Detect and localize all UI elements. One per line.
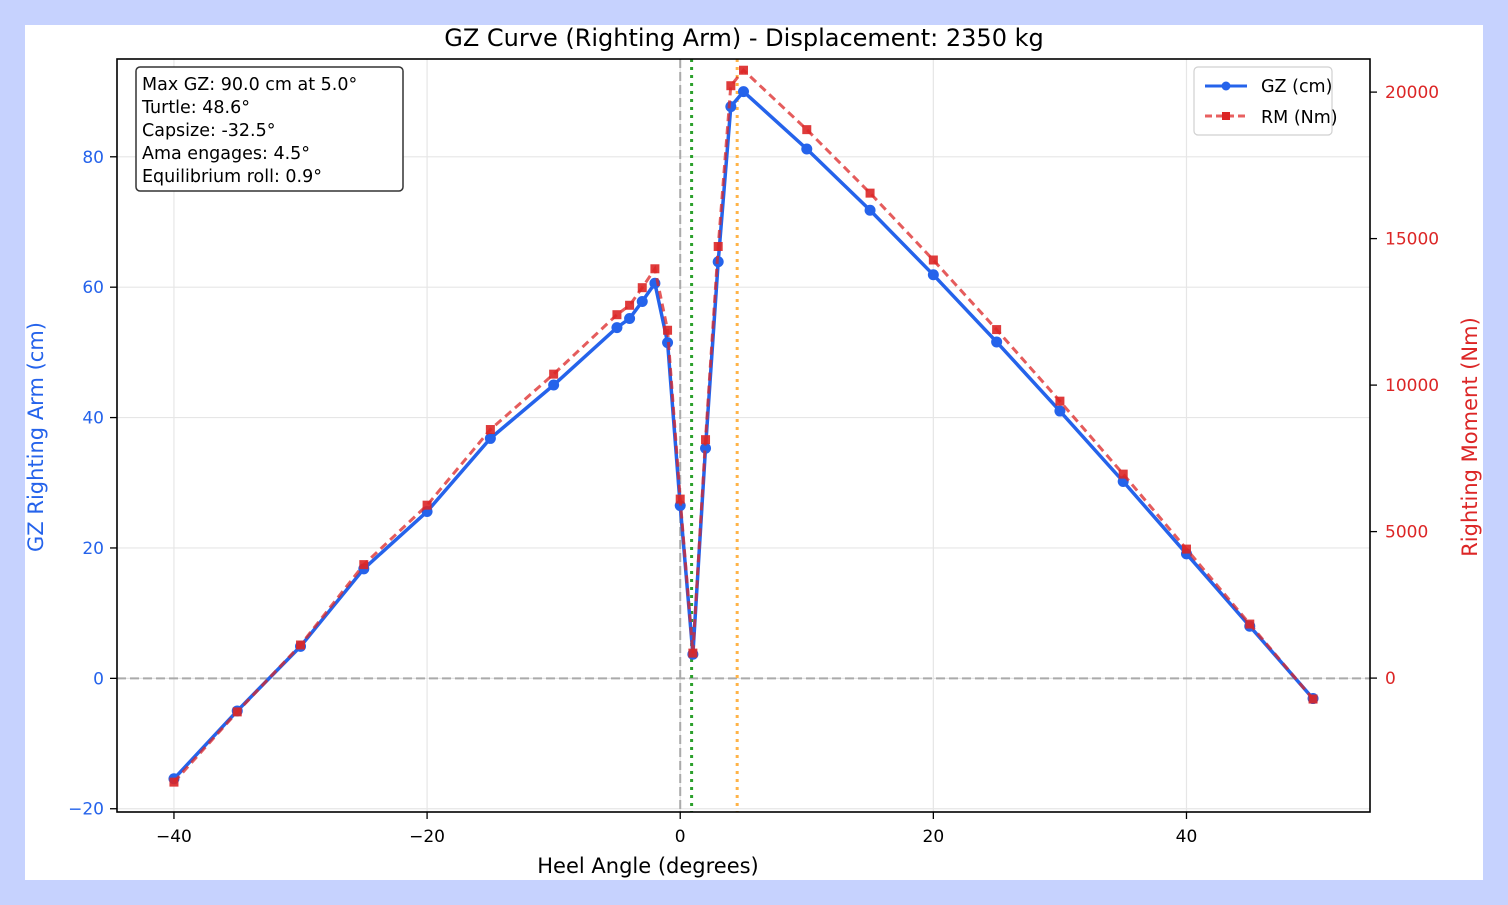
rm-data-point bbox=[359, 560, 369, 570]
rm-data-point bbox=[928, 255, 938, 265]
gz-data-point bbox=[700, 442, 712, 454]
y-right-tick-label: 15000 bbox=[1385, 230, 1439, 250]
rm-data-point bbox=[865, 188, 875, 198]
legend-item-rm: RM (Nm) bbox=[1205, 108, 1338, 128]
turtle-text: Turtle: 48.6° bbox=[141, 98, 250, 118]
capsize-text: Capsize: -32.5° bbox=[142, 121, 275, 141]
gz-data-point bbox=[1054, 405, 1066, 417]
gz-data-point bbox=[624, 312, 636, 324]
rm-data-point bbox=[701, 435, 711, 445]
rm-data-point bbox=[650, 264, 660, 274]
legend-item-gz: GZ (cm) bbox=[1205, 77, 1332, 97]
rm-data-point bbox=[1181, 544, 1191, 554]
gz-data-point bbox=[927, 269, 939, 281]
rm-data-point bbox=[549, 369, 559, 379]
rm-data-point bbox=[992, 325, 1002, 335]
y-tick-label: 20 bbox=[82, 539, 104, 559]
gz-data-point bbox=[636, 296, 648, 308]
rm-data-point bbox=[1118, 469, 1128, 479]
x-axis-title: Heel Angle (degrees) bbox=[537, 854, 759, 878]
stats-annotation-box: Max GZ: 90.0 cm at 5.0° Turtle: 48.6° Ca… bbox=[135, 66, 404, 192]
plot-frame bbox=[116, 58, 1371, 813]
gz-data-point bbox=[484, 432, 496, 444]
y-axis-right-title: Righting Moment (Nm) bbox=[1458, 317, 1482, 557]
y-right-tick-label: 20000 bbox=[1385, 83, 1439, 103]
x-tick-label: 40 bbox=[1176, 827, 1198, 847]
rm-data-point bbox=[1245, 619, 1255, 629]
y-tick-label: 0 bbox=[93, 669, 104, 689]
y-right-tick-label: 0 bbox=[1385, 669, 1396, 689]
rm-data-point bbox=[625, 300, 635, 310]
rm-data-point bbox=[675, 494, 685, 504]
gz-data-point bbox=[611, 322, 623, 334]
data-series bbox=[168, 65, 1319, 787]
gz-data-point bbox=[548, 379, 560, 391]
chart-canvas: GZ Curve (Righting Arm) - Displacement: … bbox=[25, 25, 1483, 880]
legend-label-gz: GZ (cm) bbox=[1261, 77, 1332, 97]
y-tick-label: 40 bbox=[82, 409, 104, 429]
y-tick-label: 60 bbox=[82, 278, 104, 298]
rm-square-marker-icon bbox=[1222, 112, 1230, 120]
y-axis-right-ticks: 0 5000 10000 15000 20000 bbox=[1370, 83, 1439, 689]
rm-data-point bbox=[802, 125, 812, 135]
rm-data-point bbox=[612, 310, 622, 320]
rm-data-point bbox=[688, 648, 698, 658]
gz-line bbox=[172, 89, 1315, 780]
y-axis-left-ticks: −20 0 20 40 60 80 bbox=[68, 148, 117, 820]
rm-data-point bbox=[637, 283, 647, 293]
rm-data-point bbox=[713, 241, 723, 251]
gz-data-point bbox=[991, 336, 1003, 348]
gz-data-point bbox=[738, 86, 749, 98]
y-tick-label: −20 bbox=[68, 800, 104, 820]
x-tick-label: −20 bbox=[409, 827, 445, 847]
rm-data-point bbox=[232, 707, 242, 717]
reference-lines bbox=[117, 59, 1370, 812]
ama-engages-text: Ama engages: 4.5° bbox=[142, 144, 310, 164]
legend: GZ (cm) RM (Nm) bbox=[1193, 66, 1338, 136]
y-right-tick-label: 10000 bbox=[1385, 376, 1439, 396]
x-tick-label: 0 bbox=[675, 827, 686, 847]
gz-data-point bbox=[801, 143, 813, 155]
chart-title: GZ Curve (Righting Arm) - Displacement: … bbox=[444, 25, 1043, 52]
rm-data-point bbox=[485, 425, 495, 435]
gz-curve-chart: GZ Curve (Righting Arm) - Displacement: … bbox=[25, 25, 1482, 878]
rm-data-point bbox=[422, 500, 432, 510]
legend-label-rm: RM (Nm) bbox=[1261, 108, 1338, 128]
x-axis-ticks: −40 −20 0 20 40 bbox=[156, 812, 1197, 847]
rm-data-point bbox=[296, 640, 306, 650]
rm-data-point bbox=[1055, 396, 1065, 406]
y-tick-label: 80 bbox=[82, 148, 104, 168]
rm-data-point bbox=[739, 65, 748, 75]
stats-box-border bbox=[135, 66, 404, 192]
x-tick-label: −40 bbox=[156, 827, 192, 847]
rm-data-point bbox=[726, 81, 736, 91]
y-axis-left-title: GZ Righting Arm (cm) bbox=[25, 322, 48, 552]
rm-data-point bbox=[1308, 694, 1318, 704]
rm-data-point bbox=[169, 777, 179, 787]
gz-data-point bbox=[864, 204, 876, 216]
gz-circle-marker-icon bbox=[1221, 81, 1231, 91]
y-right-tick-label: 5000 bbox=[1385, 523, 1428, 543]
rm-data-point bbox=[663, 325, 673, 335]
equilibrium-roll-text: Equilibrium roll: 0.9° bbox=[142, 167, 322, 187]
x-tick-label: 20 bbox=[923, 827, 945, 847]
max-gz-text: Max GZ: 90.0 cm at 5.0° bbox=[142, 75, 357, 95]
series-rm bbox=[169, 65, 1318, 787]
